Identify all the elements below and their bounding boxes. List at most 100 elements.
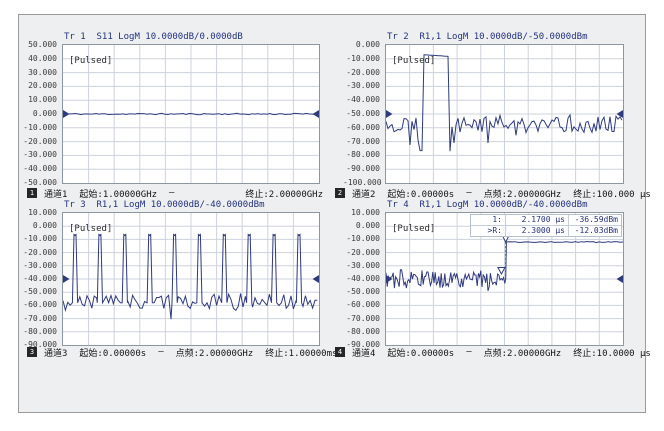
channel-1-stop: 终止:2.00000GHz [245,189,323,200]
channel-1-name: 通道1 [44,189,68,200]
marker-1-label: 1: [471,215,505,226]
channel-2-name: 通道2 [352,189,376,200]
pulsed-annotation: [Pulsed] [69,224,113,234]
y-tick-label: 0.000 [32,221,57,231]
pulsed-annotation: [Pulsed] [392,56,436,66]
channel-3-plot-area: [Pulsed] [62,212,320,346]
channel-3-status-bar: 3 通道3 起始:0.00000s — 点频:2.00000GHz 终止:1.0… [27,346,337,359]
y-tick-label: -20.000 [23,247,57,257]
y-tick-label: -10.000 [23,234,57,244]
grid-lines [386,45,623,183]
pulsed-annotation: [Pulsed] [69,56,113,66]
y-tick-label: 40.000 [28,53,57,63]
y-tick-label: -80.000 [23,326,57,336]
y-tick-label: -60.000 [346,122,380,132]
channel-2-status-bar: 2 通道2 起始:0.00000s — 点频:2.00000GHz 终止:100… [335,187,651,200]
ref-level-arrow-left-icon [63,275,70,283]
channel-2-plot-area: [Pulsed] [385,44,624,184]
marker-ref-label: >R: [487,226,502,235]
trace-line [386,54,623,152]
y-tick-label: -10.000 [346,234,380,244]
ref-level-arrow-right-icon [312,110,319,118]
trace-4-header[interactable]: Tr 4 R1,1 LogM 10.0000dB/-40.0000dBm [387,200,588,210]
y-tick-label: -50.000 [346,287,380,297]
channel-2-stop: 终止:100.000 μs [573,189,651,200]
y-tick-label: -70.000 [346,136,380,146]
channel-3-cw: 点频:2.00000GHz [175,348,254,359]
channel-1-badge[interactable]: 1 [27,188,37,198]
channel-1-start: 起始:1.00000GHz [79,189,158,200]
y-tick-label: -20.000 [23,136,57,146]
y-tick-label: 10.000 [28,208,57,217]
channel-4-stop: 终止:10.0000 μs [573,348,651,359]
y-tick-label: 0.000 [355,40,380,49]
channel-3-start: 起始:0.00000s [79,348,147,359]
marker-1-triangle-icon [497,266,506,276]
status-dash: — [158,347,164,357]
channel-2-y-axis-labels: 0.000 -10.000 -20.000 -30.000 -40.000 -50.000… [343,40,382,192]
y-tick-label: 0.000 [32,109,57,118]
marker-ref-level: -12.03dBm [568,226,621,236]
y-tick-label: -30.000 [23,150,57,160]
y-tick-label: -80.000 [346,150,380,160]
channel-2-cw: 点频:2.00000GHz [483,189,562,200]
channel-4-y-axis-labels: 10.000 0.000 -10.000 -20.000 -30.000 -40.000 -… [343,208,382,354]
marker-readout-table: 1: 2.1700 μs -36.59dBm >R: 2.3000 μs -12… [470,214,622,237]
marker-1-time: 2.1700 μs [505,215,568,226]
ref-level-arrow-left-icon [63,110,70,118]
y-tick-label: -20.000 [346,247,380,257]
y-tick-label: -70.000 [23,313,57,323]
y-tick-label: -20.000 [346,67,380,77]
status-dash: — [466,347,472,357]
pulsed-annotation: [Pulsed] [392,224,436,234]
status-dash: — [466,188,472,198]
trace-line [63,112,319,116]
trace-1-header[interactable]: Tr 1 S11 LogM 10.0000dB/0.0000dB [64,32,243,42]
y-tick-label: -90.000 [346,340,380,349]
channel-1-status-bar: 1 通道1 起始:1.00000GHz — 终止:2.00000GHz [27,187,323,200]
channel-4-badge[interactable]: 4 [335,347,345,357]
channel-3-badge[interactable]: 3 [27,347,37,357]
y-tick-label: -30.000 [346,260,380,270]
y-tick-label: -90.000 [346,164,380,174]
channel-3-stop: 终止:1.00000ms [265,348,338,359]
ref-level-arrow-right-icon [616,275,623,283]
y-tick-label: -30.000 [23,260,57,270]
marker-1-level: -36.59dBm [568,215,621,226]
marker-ref-time: 2.3000 μs [505,226,568,236]
y-tick-label: 30.000 [28,67,57,77]
y-tick-label: 10.000 [28,95,57,105]
channel-3-name: 通道3 [44,348,68,359]
y-tick-label: -10.000 [346,53,380,63]
ref-level-arrow-left-icon [386,110,393,118]
analyzer-screen: Tr 1 S11 LogM 10.0000dB/0.0000dB Tr 2 R1… [18,14,651,413]
y-tick-label: -50.000 [23,178,57,187]
y-tick-label: -60.000 [23,300,57,310]
y-tick-label: -10.000 [23,122,57,132]
y-tick-label: 10.000 [351,208,380,217]
y-tick-label: 20.000 [28,81,57,91]
ref-level-arrow-right-icon [312,275,319,283]
y-tick-label: -50.000 [23,287,57,297]
y-tick-label: -40.000 [346,95,380,105]
trace-line [386,240,623,292]
channel-4-name: 通道4 [352,348,376,359]
channel-3-y-axis-labels: 10.000 0.000 -10.000 -20.000 -30.000 -40.000 -… [20,208,59,354]
channel-4-plot-area: R [Pulsed] 1: 2.1700 μs -36.59dBm >R: 2.… [385,212,624,346]
channel-1-y-axis-labels: 50.000 40.000 30.000 20.000 10.000 0.000 -10.0… [20,40,59,192]
trace-2-header[interactable]: Tr 2 R1,1 LogM 10.0000dB/-50.0000dBm [387,32,588,42]
channel-1-plot-area: [Pulsed] [62,44,320,184]
y-tick-label: -30.000 [346,81,380,91]
y-tick-label: -80.000 [346,326,380,336]
y-tick-label: 0.000 [355,221,380,231]
y-tick-label: -60.000 [346,300,380,310]
y-tick-label: -100.000 [343,178,382,187]
y-tick-label: -40.000 [346,274,380,283]
status-dash: — [169,188,175,198]
y-tick-label: -50.000 [346,109,380,118]
trace-line [63,233,318,320]
y-tick-label: -40.000 [23,164,57,174]
channel-2-badge[interactable]: 2 [335,188,345,198]
trace-3-header[interactable]: Tr 3 R1,1 LogM 10.0000dB/-40.0000dBm [64,200,265,210]
